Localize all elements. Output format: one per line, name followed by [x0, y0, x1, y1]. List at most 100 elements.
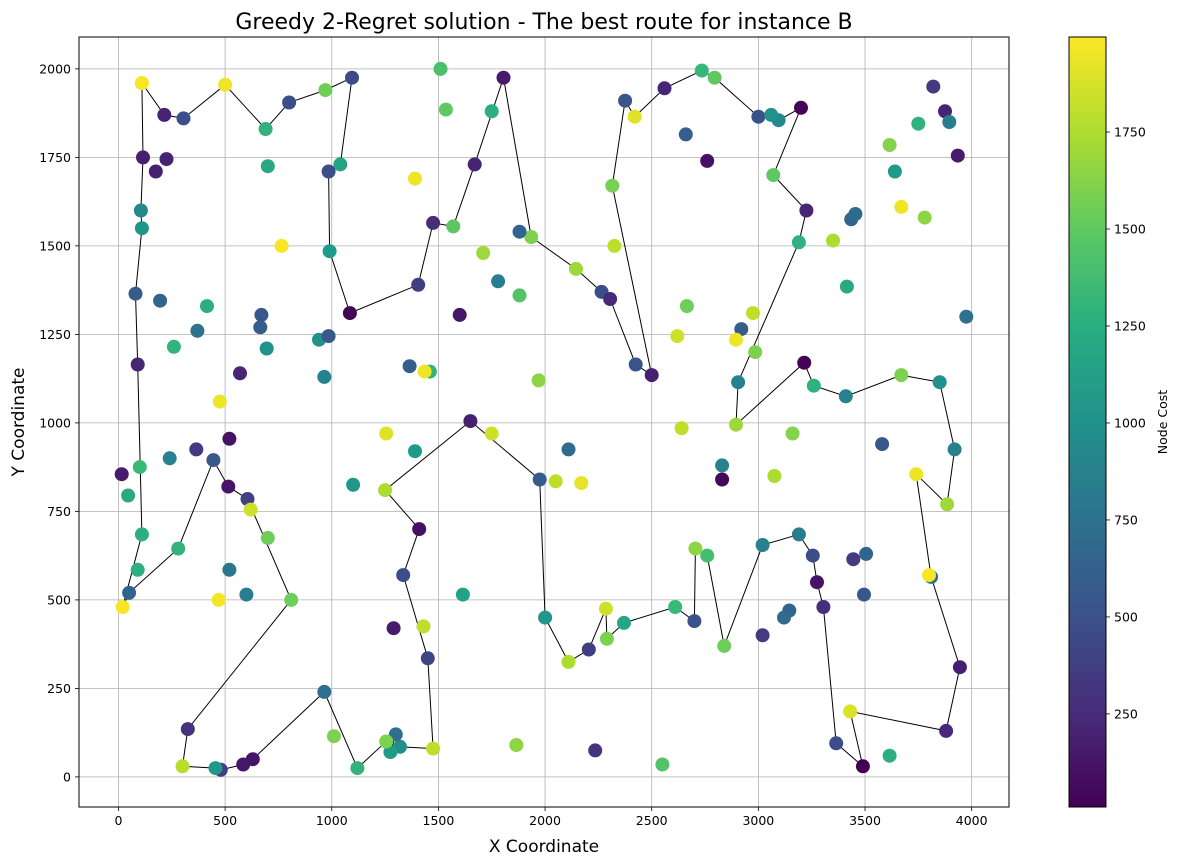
y-ticks: 0 250 500 750 1000 1250 1500 1750 2000 [39, 61, 79, 784]
node-point [875, 437, 890, 452]
colorbar-ticks: 250 500 750 1000 1250 1500 1750 [1106, 125, 1146, 721]
node-point [206, 453, 221, 468]
node-point [379, 426, 394, 441]
colorbar [1068, 36, 1107, 808]
node-point [687, 614, 702, 629]
node-point [408, 171, 422, 186]
node-point [618, 93, 633, 108]
node-point [532, 472, 547, 487]
node-point [715, 458, 730, 473]
node-point [839, 279, 854, 294]
node-point [538, 610, 553, 625]
node-point [408, 444, 422, 459]
y-tick-label: 750 [47, 504, 71, 519]
node-point [777, 610, 791, 625]
node-point [333, 157, 348, 172]
node-point [417, 364, 432, 379]
node-point [321, 329, 336, 344]
nodes [114, 61, 974, 777]
chart-title: Greedy 2-Regret solution - The best rout… [235, 10, 852, 35]
x-tick-label: 3500 [849, 813, 881, 828]
node-point [496, 70, 511, 85]
node-point [729, 417, 743, 432]
node-point [176, 111, 191, 126]
x-tick-label: 3000 [742, 813, 774, 828]
node-point [484, 104, 499, 119]
route-line [122, 70, 961, 771]
node-point [467, 157, 482, 172]
node-point [688, 541, 703, 556]
node-point [731, 375, 746, 390]
node-point [748, 345, 763, 360]
node-point [239, 587, 254, 602]
colorbar-tick-label: 500 [1114, 609, 1138, 624]
node-point [829, 736, 844, 751]
node-point [826, 233, 840, 248]
node-point [412, 522, 427, 537]
node-point [959, 309, 974, 324]
node-point [707, 70, 722, 85]
node-point [416, 619, 431, 634]
node-point [130, 357, 145, 372]
node-point [379, 734, 394, 749]
node-point [282, 95, 297, 110]
node-point [911, 116, 926, 131]
node-point [509, 738, 524, 752]
node-point [700, 548, 715, 563]
node-point [922, 568, 936, 583]
node-point [942, 115, 957, 129]
node-point [548, 474, 563, 489]
node-point [378, 483, 393, 498]
node-point [859, 546, 874, 561]
node-point [894, 199, 909, 214]
x-ticks: 0 500 1000 1500 2000 2500 3000 3500 4000 [114, 807, 988, 828]
node-point [190, 323, 205, 338]
node-point [218, 77, 233, 92]
node-point [159, 152, 174, 167]
x-tick-label: 1000 [316, 813, 348, 828]
x-tick-label: 2000 [529, 813, 561, 828]
x-tick-label: 1500 [423, 813, 455, 828]
node-point [887, 164, 902, 179]
x-axis-label: X Coordinate [489, 837, 599, 857]
node-point [253, 320, 268, 335]
node-point [455, 587, 470, 602]
node-point [932, 375, 947, 390]
y-tick-label: 1250 [39, 327, 71, 342]
node-point [260, 159, 275, 174]
node-point [700, 153, 715, 168]
x-tick-label: 2500 [636, 813, 668, 828]
node-point [952, 660, 967, 675]
node-point [894, 368, 909, 383]
node-point [438, 102, 453, 117]
node-point [767, 469, 782, 483]
node-point [882, 138, 897, 152]
node-point [846, 552, 861, 567]
route [122, 70, 961, 771]
node-point [222, 562, 237, 577]
node-point [855, 759, 870, 774]
y-tick-label: 250 [47, 681, 71, 696]
node-point [947, 442, 962, 457]
node-point [243, 502, 258, 517]
colorbar-tick-label: 1750 [1114, 125, 1146, 140]
node-point [318, 83, 333, 98]
node-point [939, 723, 954, 738]
node-point [764, 107, 779, 122]
node-point [212, 394, 227, 409]
node-point [134, 221, 149, 236]
node-point [694, 63, 709, 78]
plot-frame [78, 36, 1010, 808]
node-point [342, 306, 357, 321]
colorbar-label: Node Cost [1155, 390, 1170, 454]
node-point [132, 460, 147, 475]
node-point [607, 238, 622, 253]
node-point [791, 235, 806, 250]
node-point [715, 472, 730, 487]
node-point [258, 122, 273, 136]
node-point [254, 307, 269, 322]
node-point [317, 369, 332, 384]
node-point [221, 479, 236, 494]
